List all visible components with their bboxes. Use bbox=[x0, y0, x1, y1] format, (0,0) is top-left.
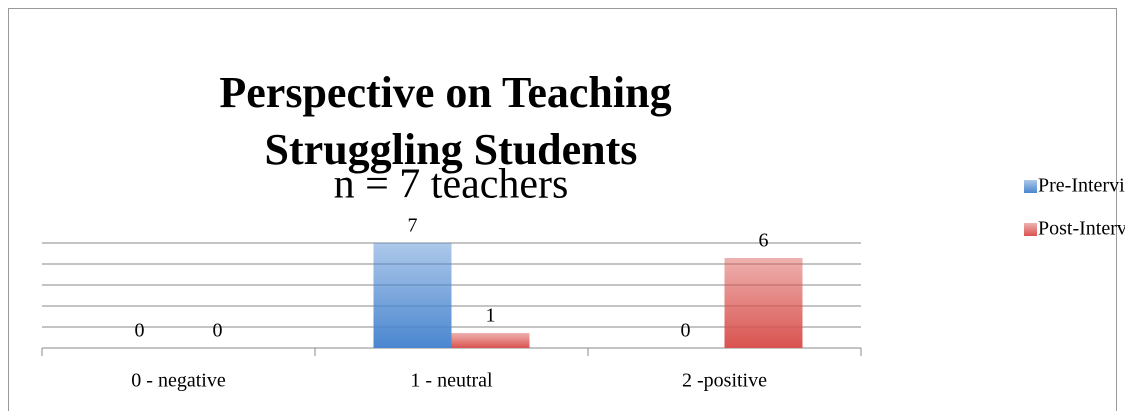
chart-subtitle: n = 7 teachers bbox=[334, 162, 569, 208]
legend-label: Post-Interview bbox=[1038, 218, 1125, 240]
legend-swatch bbox=[1024, 223, 1037, 236]
x-tick-label: 0 - negative bbox=[131, 370, 226, 392]
legend-label: Pre-Interview bbox=[1038, 175, 1125, 197]
bar bbox=[373, 243, 452, 348]
data-label: 0 bbox=[213, 320, 223, 342]
data-label: 0 bbox=[135, 320, 145, 342]
legend-swatch bbox=[1024, 180, 1037, 193]
data-label: 1 bbox=[486, 305, 496, 327]
chart-frame bbox=[8, 8, 1117, 411]
chart-title-line: Struggling Students bbox=[265, 125, 638, 174]
data-label: 6 bbox=[759, 230, 769, 252]
chart-title: Perspective on Teaching Struggling Stude… bbox=[219, 68, 682, 174]
x-tick-label: 1 - neutral bbox=[410, 370, 493, 392]
bar bbox=[724, 258, 803, 348]
data-label: 0 bbox=[681, 320, 691, 342]
data-label: 7 bbox=[408, 215, 418, 237]
x-tick-label: 2 -positive bbox=[682, 370, 767, 392]
chart-title-line: Perspective on Teaching bbox=[219, 68, 671, 117]
bar bbox=[451, 333, 530, 348]
